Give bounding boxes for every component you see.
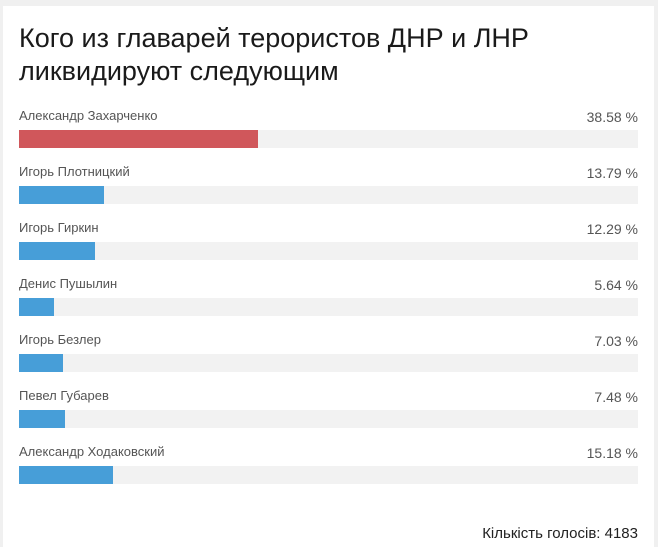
option-bar-fill (19, 186, 105, 204)
option-label: Игорь Гиркин (19, 220, 99, 235)
option-bar-track (19, 186, 638, 204)
option-percent: 15.18 % (586, 445, 638, 461)
poll-option: Игорь Безлер 7.03 % (19, 332, 638, 388)
poll-option: Певел Губарев 7.48 % (19, 388, 638, 444)
option-percent: 7.03 % (594, 333, 638, 349)
option-bar-track (19, 466, 638, 484)
poll-options: Александр Захарченко 38.58 % Игорь Плотн… (19, 108, 638, 500)
poll-option: Александр Ходаковский 15.18 % (19, 444, 638, 500)
option-label: Александр Захарченко (19, 108, 158, 123)
option-bar-fill (19, 466, 113, 484)
option-bar-track (19, 410, 638, 428)
option-label: Игорь Плотницкий (19, 164, 130, 179)
poll-option: Игорь Плотницкий 13.79 % (19, 164, 638, 220)
option-bar-fill (19, 354, 63, 372)
option-bar-fill (19, 242, 96, 260)
option-bar-fill (19, 410, 66, 428)
poll-option: Игорь Гиркин 12.29 % (19, 220, 638, 276)
total-votes: Кількість голосів: 4183 (482, 525, 638, 542)
option-percent: 38.58 % (586, 109, 638, 125)
option-percent: 12.29 % (586, 221, 638, 237)
option-bar-track (19, 242, 638, 260)
poll-title: Кого из главарей терористов ДНР и ЛНР ли… (19, 23, 529, 86)
poll-option: Денис Пушылин 5.64 % (19, 276, 638, 332)
option-label: Игорь Безлер (19, 332, 101, 347)
option-bar-fill (19, 298, 54, 316)
option-label: Денис Пушылин (19, 276, 118, 291)
option-percent: 13.79 % (586, 165, 638, 181)
option-percent: 7.48 % (594, 389, 638, 405)
option-bar-track (19, 298, 638, 316)
option-percent: 5.64 % (594, 277, 638, 293)
option-label: Певел Губарев (19, 388, 109, 403)
option-bar-track (19, 354, 638, 372)
option-bar-fill (19, 130, 258, 148)
option-bar-track (19, 130, 638, 148)
poll-option: Александр Захарченко 38.58 % (19, 108, 638, 164)
option-label: Александр Ходаковский (19, 444, 165, 459)
poll-card: Кого из главарей терористов ДНР и ЛНР ли… (3, 6, 654, 547)
